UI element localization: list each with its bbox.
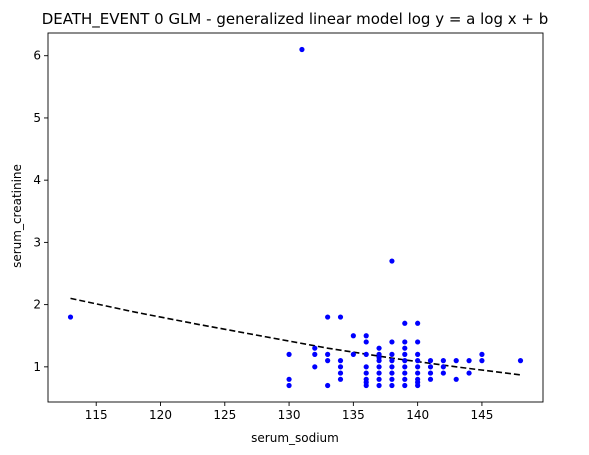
x-tick-label: 140	[406, 408, 429, 422]
data-point	[312, 345, 318, 351]
chart-title: DEATH_EVENT 0 GLM - generalized linear m…	[42, 10, 549, 29]
data-point	[479, 358, 485, 364]
data-point	[286, 376, 292, 382]
x-tick-label: 120	[149, 408, 172, 422]
y-axis-label: serum_creatinine	[10, 164, 24, 268]
x-tick-label: 135	[342, 408, 365, 422]
data-point	[389, 382, 395, 389]
x-tick-label: 125	[213, 408, 236, 422]
data-point	[312, 364, 318, 370]
data-point	[363, 364, 369, 370]
data-point	[440, 364, 446, 370]
data-point	[415, 370, 421, 376]
data-point	[363, 333, 369, 339]
data-point	[389, 376, 395, 382]
data-point	[415, 339, 421, 345]
data-point	[453, 358, 459, 364]
data-point	[325, 314, 331, 320]
x-axis-label: serum_sodium	[251, 431, 339, 445]
x-tick-label: 145	[470, 408, 493, 422]
data-point	[337, 370, 344, 376]
data-point	[517, 358, 524, 364]
data-point	[427, 358, 434, 364]
data-point	[415, 364, 421, 370]
data-point	[337, 358, 344, 364]
data-point	[402, 339, 408, 345]
y-tick-label: 3	[33, 235, 41, 249]
data-point	[325, 382, 331, 389]
data-point	[312, 351, 318, 357]
plot-border	[47, 32, 544, 403]
y-tick-label: 6	[33, 49, 41, 63]
data-point	[363, 370, 369, 376]
data-point	[337, 376, 344, 382]
data-point	[376, 364, 382, 370]
data-point	[299, 46, 305, 53]
y-axis-ticks: 1 2 3 4 5 6	[33, 49, 48, 374]
data-point	[479, 351, 485, 357]
data-point	[453, 376, 459, 382]
data-point	[363, 351, 369, 357]
data-point	[402, 364, 408, 370]
y-tick-label: 4	[33, 173, 41, 187]
data-point	[402, 382, 408, 389]
fit-line-layer	[70, 297, 521, 376]
data-point	[286, 351, 292, 357]
data-point	[363, 339, 369, 345]
data-point	[402, 351, 408, 357]
data-point	[337, 364, 344, 370]
data-points-layer	[67, 46, 524, 389]
data-point	[67, 314, 74, 320]
y-tick-label: 2	[33, 298, 41, 312]
data-point	[466, 370, 472, 376]
data-point	[402, 320, 408, 326]
data-point	[466, 358, 472, 364]
data-point	[440, 370, 446, 376]
x-tick-label: 115	[85, 408, 108, 422]
data-point	[440, 358, 446, 364]
data-point	[402, 358, 408, 364]
data-point	[389, 351, 395, 357]
data-point	[427, 364, 434, 370]
data-point	[415, 358, 421, 364]
data-point	[337, 314, 344, 320]
data-point	[363, 382, 369, 389]
data-point	[376, 376, 382, 382]
data-point	[389, 364, 395, 370]
data-point	[376, 370, 382, 376]
data-point	[389, 258, 395, 264]
data-point	[325, 358, 331, 364]
x-axis-ticks: 115 120 125 130 135 140 145	[85, 402, 493, 422]
fit-line	[70, 297, 521, 376]
data-point	[389, 370, 395, 376]
y-tick-label: 5	[33, 111, 41, 125]
data-point	[415, 320, 421, 326]
data-point	[402, 376, 408, 382]
plot-frame	[47, 32, 544, 403]
data-point	[415, 382, 421, 389]
data-point	[415, 351, 421, 357]
data-point	[350, 333, 356, 339]
data-point	[376, 345, 382, 351]
data-point	[389, 339, 395, 345]
data-point	[402, 345, 408, 351]
data-point	[350, 351, 356, 357]
data-point	[402, 370, 408, 376]
y-tick-label: 1	[33, 360, 41, 374]
data-point	[389, 358, 395, 364]
data-point	[376, 358, 382, 364]
data-point	[376, 382, 382, 389]
data-point	[286, 382, 292, 389]
data-point	[325, 351, 331, 357]
data-point	[427, 370, 434, 376]
x-tick-label: 130	[278, 408, 301, 422]
data-point	[427, 376, 434, 382]
